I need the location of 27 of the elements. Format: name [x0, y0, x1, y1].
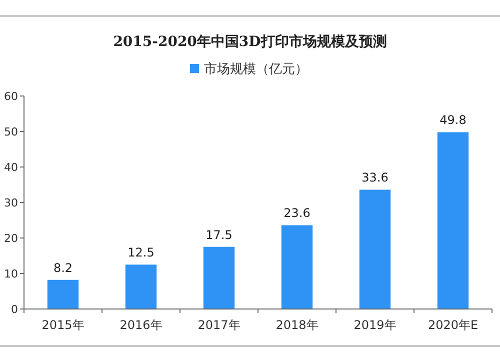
y-tick-label: 30	[4, 196, 18, 210]
y-tick-label: 20	[4, 232, 18, 245]
data-label: 17.5	[206, 228, 232, 242]
data-label: 33.6	[362, 170, 388, 185]
y-tick-label: 0	[11, 303, 18, 316]
y-tick-label: 40	[4, 161, 18, 174]
x-tick-label: 2018年	[276, 318, 318, 332]
bar	[47, 280, 79, 309]
y-tick-label: 50	[4, 126, 18, 138]
x-tick-label: 2020年E	[428, 318, 478, 332]
chart-title: 2015-2020年中国3D打印市场规模及预测	[113, 33, 387, 50]
x-tick-label: 2016年	[120, 318, 162, 332]
x-tick-label: 2017年	[198, 318, 240, 332]
bar	[125, 264, 157, 309]
x-tick-label: 2019年	[354, 318, 396, 332]
x-tick-label: 2015年	[42, 318, 84, 332]
legend: 市场规模（亿元）	[190, 62, 308, 77]
data-label: 12.5	[128, 246, 154, 260]
bar	[281, 225, 313, 309]
data-label: 23.6	[284, 206, 310, 220]
y-tick-label: 60	[4, 90, 18, 103]
bar	[359, 190, 391, 309]
bar	[203, 246, 235, 309]
data-label: 49.8	[440, 113, 466, 128]
y-tick-label: 10	[4, 268, 18, 280]
data-label: 8.2	[53, 260, 73, 275]
bar	[437, 132, 469, 309]
